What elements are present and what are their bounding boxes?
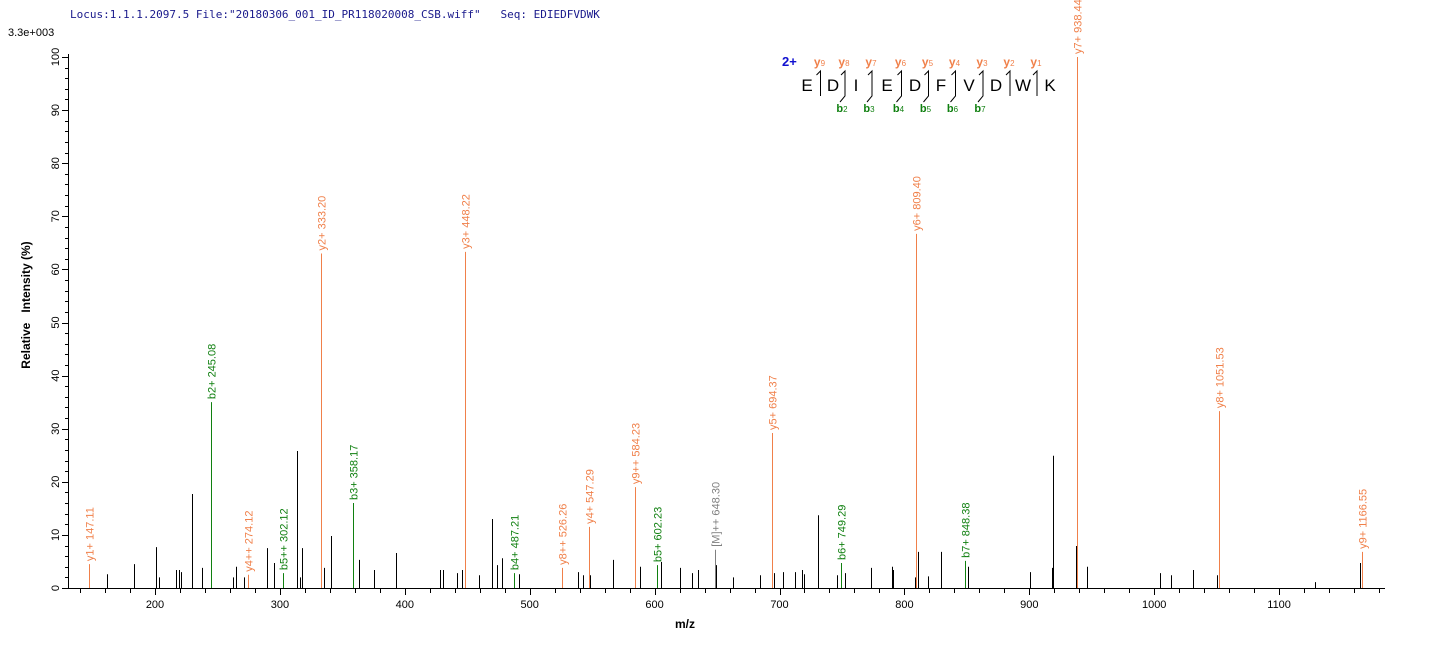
- peak-label: b7+ 848.38: [961, 503, 973, 558]
- y-tick-label: 60: [50, 263, 62, 275]
- y-tick-label: 10: [50, 529, 62, 541]
- y-ion-label: y4: [949, 55, 961, 69]
- peak-label: b2+ 245.08: [207, 344, 219, 399]
- peak-label: b3+ 358.17: [349, 445, 361, 500]
- b-ion-label: b6: [947, 103, 959, 115]
- y-tick-label: 0: [50, 585, 62, 591]
- y-tick-label: 80: [50, 157, 62, 169]
- residue: E: [801, 76, 812, 95]
- y-ion-label: y9: [814, 55, 826, 69]
- y-ion-label: y5: [922, 55, 934, 69]
- b-ion-label: b3: [863, 103, 875, 115]
- cleavage-bracket: [1005, 69, 1011, 96]
- y-ion-label: y1: [1030, 55, 1042, 69]
- peak-label: y7+ 938.44: [1073, 0, 1085, 54]
- peak-label: y2+ 333.20: [317, 196, 329, 251]
- x-tick-label: 200: [146, 599, 164, 611]
- residue: V: [963, 76, 975, 95]
- peak-label: b5++ 302.12: [279, 508, 291, 570]
- residue: K: [1044, 76, 1056, 95]
- peak-label: b6+ 749.29: [837, 505, 849, 560]
- y-tick-label: 90: [50, 104, 62, 116]
- b-ion-label: b5: [920, 103, 932, 115]
- peak-label: b4+ 487.21: [510, 515, 522, 570]
- y-tick-label: 50: [50, 316, 62, 328]
- intensity-scale-label: 3.3e+003: [8, 27, 55, 39]
- b-ion-label: b2: [836, 103, 848, 115]
- peak-label: y8++ 526.26: [558, 504, 570, 565]
- y-tick-label: 100: [50, 48, 62, 66]
- spectrum-header: Locus:1.1.1.2097.5 File:"20180306_001_ID…: [70, 8, 600, 21]
- sequence-text: Seq: EDIEDFVDWK: [500, 8, 600, 21]
- peak-label: y3+ 448.22: [461, 194, 473, 249]
- y-ion-label: y8: [838, 55, 850, 69]
- residue: D: [827, 76, 839, 95]
- b-ion-label: b4: [893, 103, 905, 115]
- locus-text: Locus:1.1.1.2097.5: [70, 8, 190, 21]
- axes-layer: 200 300 400 500 600 700 800 900 1000 1100 0 10 20 30 4…: [50, 48, 1385, 611]
- x-tick-label: 300: [271, 599, 289, 611]
- x-tick-label: 400: [396, 599, 414, 611]
- charge-state: 2+: [782, 54, 797, 69]
- sequence-annotation: 2+E D I E D F V D W Ky9 y8b2y7b3y6b4y5b5y4b6y3b7y2…: [782, 54, 1056, 115]
- residue: D: [990, 76, 1002, 95]
- peak-label: [M]++ 648.30: [711, 482, 723, 547]
- x-tick-label: 500: [521, 599, 539, 611]
- y-ion-label: y3: [976, 55, 988, 69]
- residue: W: [1015, 76, 1031, 95]
- peak-label: b5+ 602.23: [653, 507, 665, 562]
- cleavage-bracket: [816, 69, 821, 96]
- cleavage-bracket: [923, 69, 929, 103]
- x-tick-label: 900: [1020, 599, 1038, 611]
- cleavage-bracket: [1032, 69, 1038, 96]
- y-tick-label: 40: [50, 369, 62, 381]
- x-tick-label: 600: [645, 599, 663, 611]
- peaks-layer: y1+ 147.11 b2+ 245.08 y4++ 274.12 b5++ 302.…: [85, 0, 1370, 588]
- x-tick-label: 700: [770, 599, 788, 611]
- y-ion-label: y7: [865, 55, 877, 69]
- y-axis-label: Relative Intensity (%): [19, 241, 33, 368]
- peak-label: y1+ 147.11: [85, 507, 97, 561]
- x-tick-label: 800: [895, 599, 913, 611]
- y-ion-label: y6: [895, 55, 907, 69]
- residue: E: [881, 76, 892, 95]
- peak-label: y5+ 694.37: [768, 375, 780, 430]
- b-ion-label: b7: [974, 103, 986, 115]
- x-axis-label: m/z: [675, 617, 695, 631]
- x-tick-label: 1000: [1142, 599, 1166, 611]
- cleavage-bracket: [977, 69, 984, 103]
- y-tick-label: 20: [50, 476, 62, 488]
- residue: F: [936, 76, 946, 95]
- file-text: File:"20180306_001_ID_PR118020008_CSB.wi…: [195, 8, 481, 21]
- peak-label: y9++ 584.23: [631, 423, 643, 484]
- cleavage-bracket: [950, 69, 956, 103]
- cleavage-bracket: [839, 69, 846, 103]
- peak-label: y6+ 809.40: [912, 176, 924, 231]
- peak-label: y9+ 1166.55: [1358, 489, 1370, 549]
- peak-label: y8+ 1051.53: [1215, 347, 1227, 408]
- x-tick-label: 1100: [1267, 599, 1291, 611]
- peak-label: y4++ 274.12: [244, 511, 256, 572]
- residue: I: [854, 76, 859, 95]
- y-tick-label: 30: [50, 423, 62, 435]
- residue: D: [909, 76, 921, 95]
- cleavage-bracket: [866, 69, 873, 103]
- y-tick-label: 70: [50, 210, 62, 222]
- y-ion-label: y2: [1003, 55, 1015, 69]
- cleavage-bracket: [896, 69, 902, 103]
- peak-label: y4+ 547.29: [585, 469, 597, 524]
